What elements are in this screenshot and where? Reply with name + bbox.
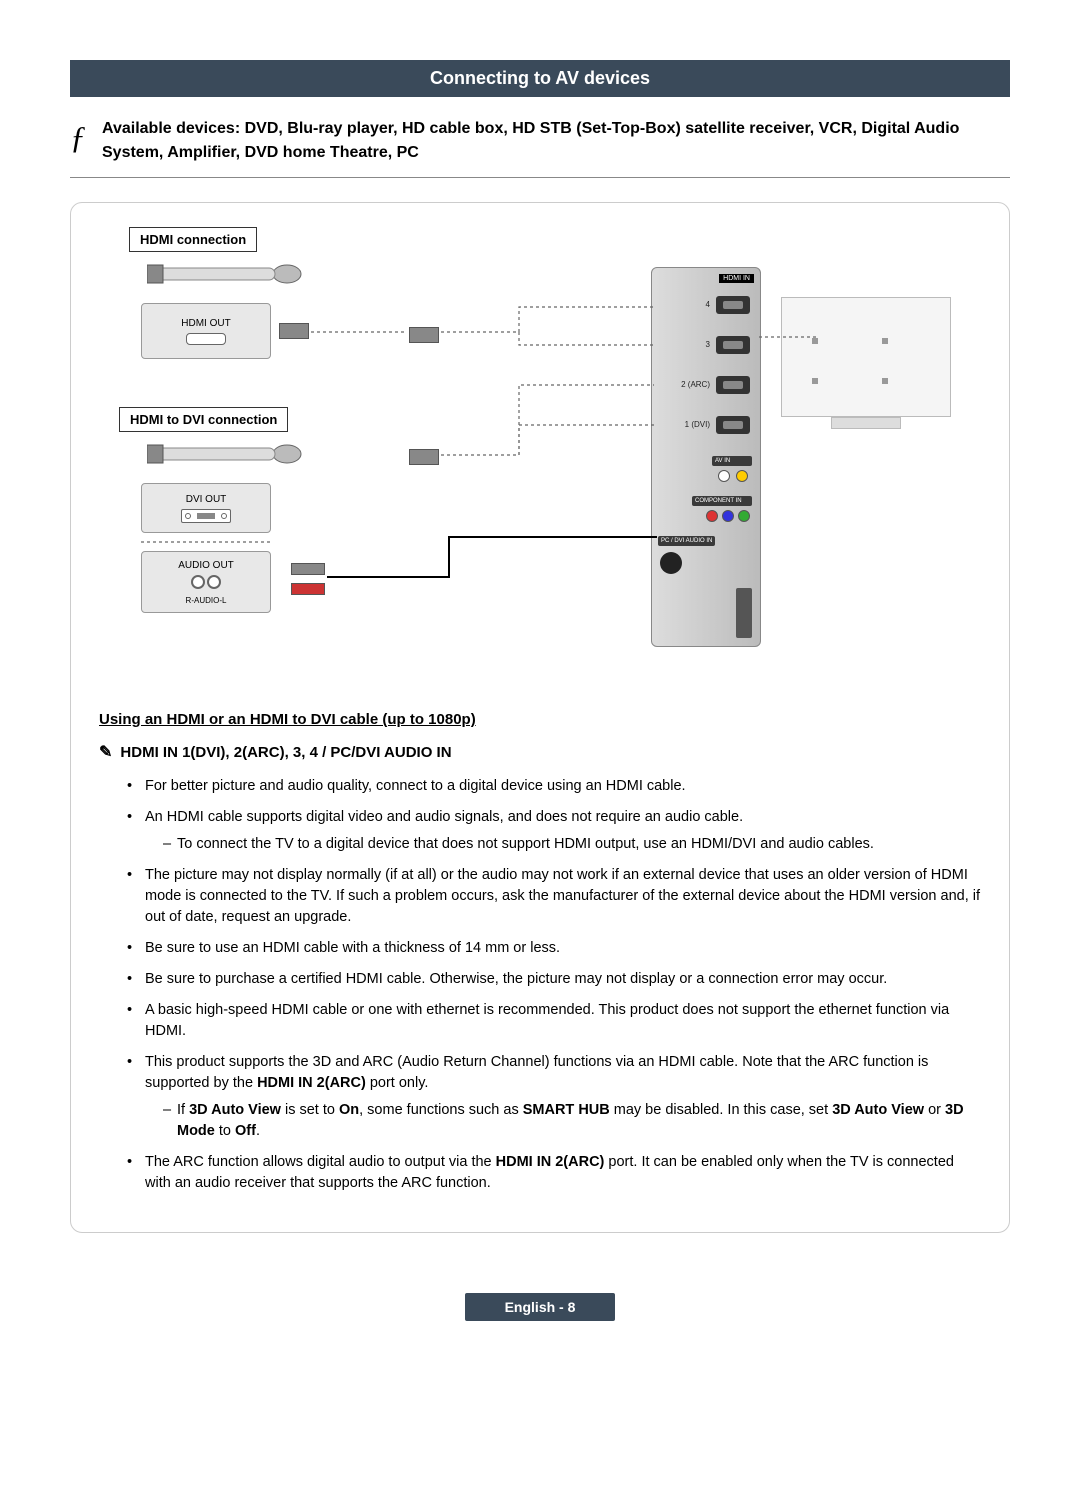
note-text: HDMI IN 1(DVI), 2(ARC), 3, 4 / PC/DVI AU… bbox=[120, 744, 451, 761]
misc-port-icon bbox=[736, 588, 752, 638]
info-icon: ƒ bbox=[70, 117, 86, 153]
audio-rl-label: R-AUDIO-L bbox=[186, 596, 227, 605]
tv-back-panel: HDMI IN 4 3 2 (ARC) 1 (DVI) AV IN COMPON… bbox=[651, 267, 761, 647]
hdmi-plug-icon bbox=[279, 323, 309, 339]
sub-heading: Using an HDMI or an HDMI to DVI cable (u… bbox=[99, 711, 981, 728]
page-footer: English - 8 bbox=[70, 1293, 1010, 1321]
section-header: Connecting to AV devices bbox=[70, 60, 1010, 97]
dvi-out-box: DVI OUT bbox=[141, 483, 271, 533]
hdmi-out-box: HDMI OUT bbox=[141, 303, 271, 359]
sub-list-item: To connect the TV to a digital device th… bbox=[163, 834, 981, 855]
list-item: An HDMI cable supports digital video and… bbox=[127, 807, 981, 855]
hdmi-port-2 bbox=[716, 376, 750, 394]
audio-plug-icon bbox=[291, 563, 325, 575]
connection-diagram: HDMI connection HDMI OUT HDMI to DVI con… bbox=[99, 227, 981, 687]
plug-icon bbox=[409, 449, 439, 465]
list-item: A basic high-speed HDMI cable or one wit… bbox=[127, 1000, 981, 1042]
hdmi-conn-label: HDMI connection bbox=[129, 227, 257, 252]
list-item: Be sure to purchase a certified HDMI cab… bbox=[127, 969, 981, 990]
note-line: ✎ HDMI IN 1(DVI), 2(ARC), 3, 4 / PC/DVI … bbox=[99, 742, 981, 762]
bullet-list: For better picture and audio quality, co… bbox=[99, 776, 981, 1194]
list-item: Be sure to use an HDMI cable with a thic… bbox=[127, 938, 981, 959]
intro-row: ƒ Available devices: DVD, Blu-ray player… bbox=[70, 117, 1010, 178]
hdmi-port-1 bbox=[716, 416, 750, 434]
tv-outline-icon bbox=[781, 297, 951, 417]
page-number: English - 8 bbox=[465, 1293, 616, 1321]
sub-list-item: If 3D Auto View is set to On, some funct… bbox=[163, 1100, 981, 1142]
plug-icon bbox=[409, 327, 439, 343]
pc-dvi-audio-label: PC / DVI AUDIO IN bbox=[658, 536, 715, 546]
list-item: This product supports the 3D and ARC (Au… bbox=[127, 1052, 981, 1142]
hdmi-dvi-conn-label: HDMI to DVI connection bbox=[119, 407, 288, 432]
list-item: For better picture and audio quality, co… bbox=[127, 776, 981, 797]
list-item: The ARC function allows digital audio to… bbox=[127, 1152, 981, 1194]
hdmi-out-label: HDMI OUT bbox=[181, 318, 230, 329]
hdmi-port-3 bbox=[716, 336, 750, 354]
note-icon: ✎ bbox=[99, 742, 112, 762]
av-in-label: AV IN bbox=[712, 456, 752, 466]
hdmi-in-header: HDMI IN bbox=[719, 274, 754, 283]
dvi-out-label: DVI OUT bbox=[186, 494, 227, 505]
pc-dvi-audio-port bbox=[660, 552, 682, 574]
audio-out-label: AUDIO OUT bbox=[178, 560, 234, 571]
tv-stand-icon bbox=[831, 417, 901, 429]
intro-text: Available devices: DVD, Blu-ray player, … bbox=[102, 117, 1010, 165]
audio-plug-r-icon bbox=[291, 583, 325, 595]
hdmi-port-icon bbox=[186, 333, 226, 345]
content-box: HDMI connection HDMI OUT HDMI to DVI con… bbox=[70, 202, 1010, 1233]
hdmi-port-4 bbox=[716, 296, 750, 314]
list-item: The picture may not display normally (if… bbox=[127, 865, 981, 928]
audio-out-box: AUDIO OUT R-AUDIO-L bbox=[141, 551, 271, 613]
component-in-label: COMPONENT IN bbox=[692, 496, 752, 506]
